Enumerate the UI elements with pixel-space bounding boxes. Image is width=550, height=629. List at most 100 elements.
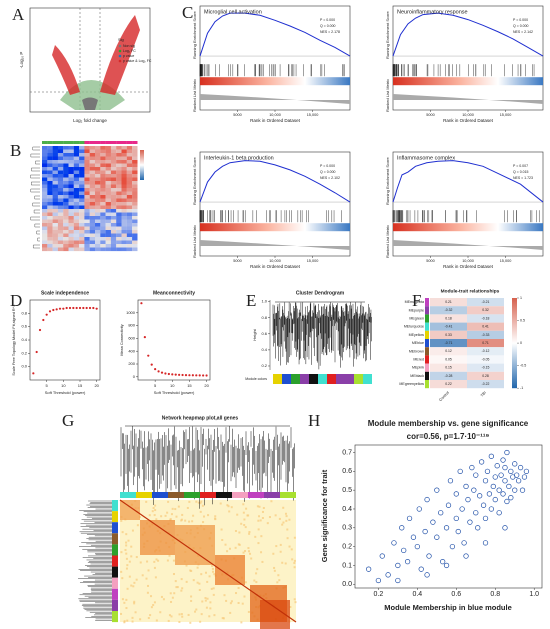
heat-speck: [247, 610, 250, 613]
heat-speck: [147, 617, 150, 620]
point: [414, 543, 420, 550]
heat-speck: [178, 621, 181, 624]
point: [496, 510, 502, 516]
cell-label: 0.22: [445, 382, 452, 386]
module-color: [345, 374, 354, 384]
heat-speck: [125, 607, 128, 610]
heat-cell: [126, 170, 133, 175]
point: [512, 461, 518, 467]
heat-cell: [100, 170, 106, 175]
heat-speck: [124, 548, 127, 551]
heat-cell: [57, 170, 64, 175]
heat-cell: [116, 191, 122, 196]
heat-speck: [136, 524, 139, 527]
heat-cell: [132, 149, 138, 154]
point: [95, 307, 98, 310]
heat-speck: [150, 606, 153, 609]
heat-cell: [79, 226, 85, 231]
heat-cell: [89, 191, 96, 196]
heat-cell: [73, 181, 80, 185]
point: [202, 374, 205, 377]
heat-speck: [172, 573, 175, 576]
plot-title: Module-trait relationships: [441, 288, 500, 294]
heat-cell: [116, 247, 122, 252]
cell-label: 0.71: [482, 341, 489, 345]
heat-speck: [125, 557, 128, 560]
point: [143, 336, 146, 339]
heat-cell: [42, 202, 48, 206]
heat-cell: [100, 244, 106, 248]
heat-cell: [42, 219, 48, 224]
module-color: [112, 522, 118, 534]
heat-cell: [47, 153, 53, 157]
heat-speck: [257, 528, 260, 531]
heat-cell: [100, 174, 106, 178]
heat-cell: [132, 230, 138, 234]
heat-speck: [164, 514, 167, 517]
x-axis-label: Rank in Ordered Dataset: [443, 118, 494, 123]
y-axis-label: Scale Free Topology Model Fit,signed R^2: [12, 304, 16, 375]
y-tick-label: 0.4: [261, 347, 267, 352]
heat-cell: [89, 153, 96, 157]
point-cloud: [82, 97, 98, 110]
point: [488, 506, 495, 512]
point: [150, 363, 153, 366]
module-color: [112, 577, 118, 589]
heat-cell: [79, 247, 85, 252]
heat-cell: [84, 167, 90, 171]
legend-swatch: [118, 49, 122, 53]
dendrogram-branch: [37, 237, 40, 242]
heat-speck: [174, 580, 177, 583]
heat-cell: [110, 202, 117, 206]
heat-speck: [281, 561, 284, 564]
heat-speck: [243, 595, 246, 598]
heat-cell: [63, 184, 69, 189]
heat-cell: [42, 181, 48, 185]
heat-speck: [126, 619, 129, 622]
heat-cell: [105, 209, 111, 213]
heat-cell: [68, 223, 74, 227]
heat-speck: [210, 587, 213, 590]
heat-cell: [52, 167, 58, 171]
heat-cell: [63, 149, 69, 154]
heat-speck: [160, 595, 163, 598]
point: [157, 370, 160, 373]
plot-title: Scale independence: [41, 290, 89, 296]
heat-cell: [116, 174, 122, 178]
heat-cell: [110, 167, 117, 171]
heat-speck: [153, 601, 156, 604]
x-tick-label: 20: [204, 383, 209, 388]
heat-cell: [42, 223, 48, 227]
cell-label: -0.33: [482, 333, 490, 337]
heat-speck: [247, 547, 250, 550]
heat-cell: [73, 149, 80, 154]
x-tick-label: 1.0: [529, 591, 539, 598]
heat-cell: [42, 233, 48, 238]
heat-cell: [73, 226, 80, 231]
heat-cell: [116, 216, 122, 220]
heat-cell: [57, 177, 64, 182]
heat-cell: [126, 247, 133, 252]
row-swatch: [425, 322, 429, 331]
heat-speck: [219, 502, 222, 505]
row-label: MEturquoise: [404, 325, 424, 329]
heat-cell: [84, 191, 90, 196]
heat-cell: [105, 170, 111, 175]
heat-cell: [47, 223, 53, 227]
heat-cell: [73, 244, 80, 248]
y-tick-label: 0.1: [342, 562, 352, 569]
heat-cell: [430, 339, 467, 348]
heat-cell: [52, 233, 58, 238]
heat-cell: [57, 160, 64, 164]
point: [519, 487, 526, 493]
heat-speck: [181, 587, 184, 590]
heat-speck: [228, 547, 231, 550]
heat-speck: [171, 596, 174, 599]
colorbar-label: -0.5: [520, 364, 526, 368]
heat-cell: [110, 212, 117, 217]
heat-cell: [89, 195, 96, 199]
module-color: [112, 588, 118, 600]
heat-cell: [110, 149, 117, 154]
heat-cell: [57, 195, 64, 199]
module-color: [336, 374, 345, 384]
